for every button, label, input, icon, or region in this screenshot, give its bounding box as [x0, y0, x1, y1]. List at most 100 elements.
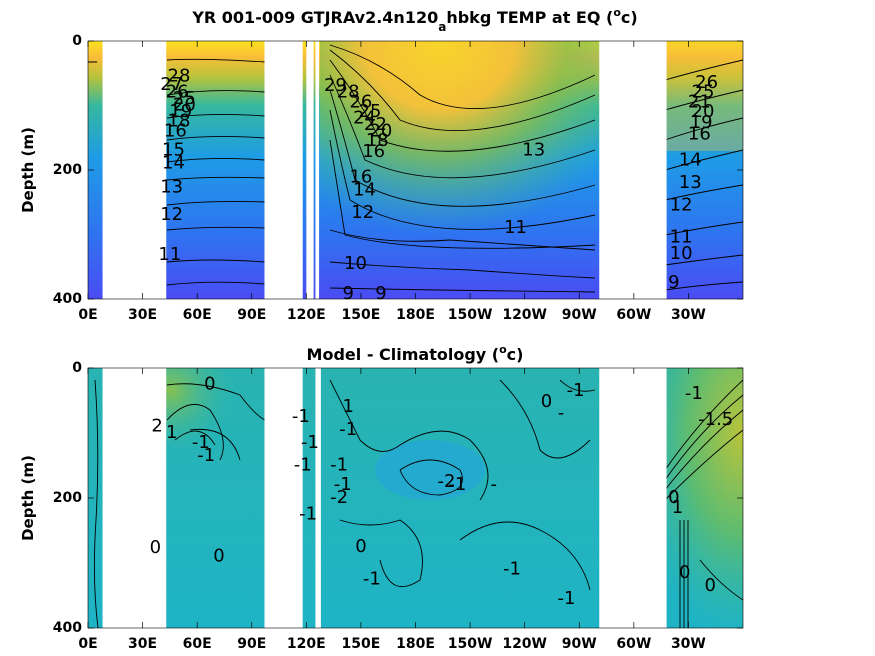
top-land-gap [315, 41, 320, 299]
top-contour-label: 18 [366, 130, 389, 151]
bottom-cool-anomaly [375, 440, 485, 500]
top-x-tick-label: 60E [183, 307, 212, 323]
bottom-contour-label: -1 [503, 559, 521, 580]
top-x-tick-label: 120W [502, 307, 547, 323]
bottom-x-tick-label: 90E [237, 636, 266, 652]
top-contour-label: 12 [670, 194, 693, 215]
bottom-contour-label: -1 [567, 380, 585, 401]
bottom-title-degree: o [499, 343, 507, 356]
bottom-contour-label: - [490, 474, 497, 495]
top-x-tick-label: 30W [671, 307, 706, 323]
bottom-contour-label: 0 [541, 391, 552, 412]
bottom-y-tick-label: 200 [53, 490, 82, 506]
top-warm-pool-shading [320, 41, 605, 299]
top-contour-label: 12 [351, 202, 374, 223]
top-contour-label: 20 [173, 95, 196, 116]
top-land-gap [599, 41, 667, 299]
bottom-land-gap [264, 368, 303, 628]
bottom-y-axis-label: Depth (m) [19, 455, 37, 541]
top-contour-label: 16 [164, 120, 187, 141]
top-contour-label: 11 [504, 217, 527, 238]
bottom-x-tick-label: 60E [183, 636, 212, 652]
bottom-contour-label: 0 [150, 537, 161, 558]
top-contour-label: 25 [359, 101, 382, 122]
top-x-tick-label: 90E [237, 307, 266, 323]
bottom-contour-label: -1 [448, 474, 466, 495]
bottom-x-tick-label: 30W [671, 636, 706, 652]
bottom-y-tick-label: 0 [72, 360, 82, 376]
top-contour-label: 26 [695, 72, 718, 93]
top-contour-label: 15 [162, 140, 185, 161]
top-x-tick-label: 0E [78, 307, 97, 323]
top-contour-label: 19 [690, 112, 713, 133]
bottom-contour-label: 0 [705, 575, 716, 596]
top-contour-label: 16 [362, 141, 385, 162]
bottom-x-tick-label: 150E [342, 636, 381, 652]
bottom-x-tick-label: 90W [562, 636, 597, 652]
bottom-x-tick-label: 150W [448, 636, 493, 652]
top-contour-label: 19 [169, 101, 192, 122]
top-contour-label: 9 [668, 272, 679, 293]
bottom-contour-label: 0 [355, 536, 366, 557]
top-land-gaps [102, 41, 667, 299]
top-x-tick-label: 60W [616, 307, 651, 323]
top-x-tick-label: 150E [342, 307, 381, 323]
bottom-contour-label: - [558, 403, 565, 424]
top-x-tick-label: 120E [287, 307, 326, 323]
bottom-contour-label: -1 [299, 503, 317, 524]
bottom-contour-label: 1 [166, 422, 177, 443]
top-contour-label: 21 [688, 91, 711, 112]
top-y-axis: 0 200 400 [53, 33, 743, 307]
top-contour-label: 26 [166, 82, 189, 103]
top-contour-label: 12 [160, 204, 183, 225]
bottom-contour-label: -1 [558, 588, 576, 609]
bottom-contour-label: -1 [197, 445, 215, 466]
bottom-contour-label: -1 [301, 432, 319, 453]
bottom-title-main: Model - Climatology ( [307, 345, 500, 364]
bottom-x-tick-label: 120E [287, 636, 326, 652]
top-contour-label: 20 [369, 120, 392, 141]
bottom-contour-label: -1 [339, 419, 357, 440]
top-x-axis: 0E 30E 60E 90E 120E 150E 180E 150W 120W 90W 60W 30W [78, 41, 706, 323]
top-contour-label: 13 [522, 140, 545, 161]
top-title: YR 001-009 GTJRAv2.4n120ahbkg TEMP at EQ… [191, 6, 637, 34]
bottom-contour-labels: 02 1 -1-10 0-1-1-1-11-1-1-1-20-1-2-1 --10--1… [150, 373, 734, 609]
top-contour-label: 29 [324, 75, 347, 96]
top-contour-label: 22 [364, 114, 387, 135]
top-land-gap [102, 41, 167, 299]
bottom-contour-label: 1 [342, 396, 353, 417]
top-title-degree: o [613, 6, 621, 19]
bottom-title: Model - Climatology (oc) [307, 343, 524, 364]
top-x-tick-label: 180E [396, 307, 435, 323]
bottom-contour-label: -2 [330, 487, 348, 508]
bottom-y-tick-label: 400 [53, 620, 82, 636]
bottom-land-gap [599, 368, 667, 628]
top-contour-label: 28 [168, 65, 191, 86]
bottom-contour-label: 0 [668, 487, 679, 508]
top-contour-label: 14 [679, 149, 702, 170]
top-contour-labels: 2827262520191816151413121129282625242220… [158, 65, 718, 303]
top-contour-label: 10 [670, 243, 693, 264]
bottom-contour-label: -1 [334, 474, 352, 495]
top-contour-label: 24 [353, 107, 376, 128]
top-title-main: YR 001-009 GTJRAv2.4n120 [191, 8, 438, 27]
bottom-x-tick-label: 180E [396, 636, 435, 652]
top-contour-label: 16 [349, 167, 372, 188]
top-x-tick-label: 150W [448, 307, 493, 323]
top-panel: YR 001-009 GTJRAv2.4n120ahbkg TEMP at EQ… [19, 6, 744, 323]
bottom-contour-label: -1 [685, 383, 703, 404]
bottom-contour-lines [93, 379, 744, 629]
top-y-tick-label: 400 [53, 291, 82, 307]
top-title-suffix: hbkg TEMP at EQ ( [446, 8, 613, 27]
bottom-title-unit: c) [507, 345, 524, 364]
top-y-tick-label: 200 [53, 162, 82, 178]
bottom-contour-label: 0 [213, 546, 224, 567]
top-contour-label: 13 [679, 172, 702, 193]
bottom-land-gap [102, 368, 167, 628]
top-title-unit: c) [621, 8, 638, 27]
top-land-gap [306, 41, 314, 299]
top-contour-lines [88, 44, 744, 293]
top-contour-label: 27 [160, 74, 183, 95]
top-plot-area: 2827262520191816151413121129282625242220… [88, 41, 744, 304]
